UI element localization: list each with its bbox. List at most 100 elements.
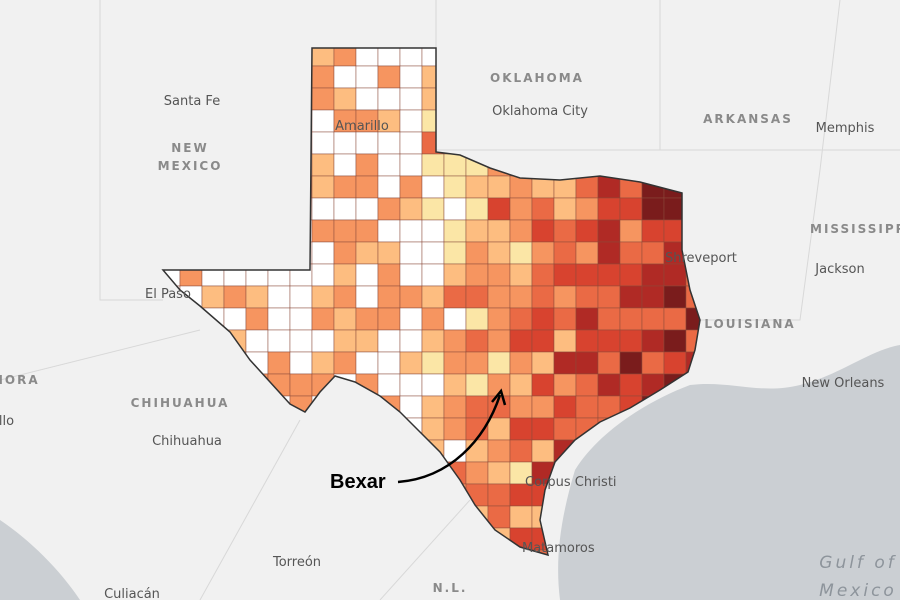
- texas-outline: [161, 47, 701, 557]
- county: [553, 197, 577, 221]
- state-label: CHIHUAHUA: [131, 396, 230, 410]
- county: [575, 307, 599, 331]
- county: [421, 153, 445, 177]
- county: [311, 285, 335, 309]
- county: [223, 285, 247, 309]
- state-label: MISSISSIPPI: [810, 222, 900, 236]
- county: [443, 373, 467, 397]
- county: [663, 263, 687, 287]
- county: [377, 175, 401, 199]
- county: [575, 373, 599, 397]
- county: [443, 395, 467, 419]
- county: [443, 417, 467, 441]
- county: [487, 461, 511, 485]
- county: [553, 395, 577, 419]
- county: [487, 351, 511, 375]
- city-label: Jackson: [814, 262, 864, 277]
- county: [641, 307, 665, 331]
- county: [531, 285, 555, 309]
- county: [377, 351, 401, 375]
- county: [223, 307, 247, 331]
- county: [619, 197, 643, 221]
- county: [619, 285, 643, 309]
- county: [333, 307, 357, 331]
- county: [377, 131, 401, 155]
- county: [333, 197, 357, 221]
- county: [421, 219, 445, 243]
- county: [289, 285, 313, 309]
- county: [597, 263, 621, 287]
- county: [333, 329, 357, 353]
- county: [487, 219, 511, 243]
- county: [509, 241, 533, 265]
- county: [377, 263, 401, 287]
- county: [663, 329, 687, 353]
- county: [597, 175, 621, 199]
- county: [399, 153, 423, 177]
- county: [399, 307, 423, 331]
- county: [575, 395, 599, 419]
- county: [399, 109, 423, 133]
- county: [245, 285, 269, 309]
- county: [465, 439, 489, 463]
- county: [509, 351, 533, 375]
- county: [311, 65, 335, 89]
- county: [641, 219, 665, 243]
- county: [377, 307, 401, 331]
- county: [355, 65, 379, 89]
- county: [509, 439, 533, 463]
- county: [355, 197, 379, 221]
- county: [377, 241, 401, 265]
- county: [597, 351, 621, 375]
- county: [333, 153, 357, 177]
- county: [311, 351, 335, 375]
- county: [311, 109, 335, 133]
- city-label: Torreón: [272, 555, 321, 570]
- county: [465, 461, 489, 485]
- county: [377, 329, 401, 353]
- county: [575, 197, 599, 221]
- city-label: Hermosillo: [0, 414, 14, 429]
- county: [531, 439, 555, 463]
- county: [399, 175, 423, 199]
- state-label: MEXICO: [158, 159, 223, 173]
- county: [487, 241, 511, 265]
- county: [443, 219, 467, 243]
- county: [311, 197, 335, 221]
- city-label: Chihuahua: [152, 434, 222, 449]
- county: [575, 175, 599, 199]
- county: [399, 131, 423, 155]
- state-label: N.L.: [433, 581, 468, 595]
- county: [355, 329, 379, 353]
- county: [531, 307, 555, 331]
- county: [575, 329, 599, 353]
- county: [311, 307, 335, 331]
- state-label: ARKANSAS: [703, 112, 793, 126]
- county: [553, 263, 577, 287]
- county: [509, 307, 533, 331]
- county: [289, 307, 313, 331]
- county: [575, 351, 599, 375]
- county: [641, 285, 665, 309]
- county: [487, 175, 511, 199]
- county: [377, 153, 401, 177]
- county: [619, 373, 643, 397]
- county: [553, 373, 577, 397]
- county: [553, 329, 577, 353]
- county: [377, 65, 401, 89]
- county: [443, 307, 467, 331]
- county: [487, 263, 511, 287]
- county: [597, 219, 621, 243]
- gulf-water: [558, 345, 900, 600]
- county: [355, 351, 379, 375]
- county: [311, 153, 335, 177]
- county: [575, 241, 599, 265]
- county: [333, 219, 357, 243]
- county: [487, 307, 511, 331]
- county: [465, 285, 489, 309]
- county: [487, 417, 511, 441]
- county: [619, 241, 643, 265]
- county: [289, 373, 313, 397]
- county: [597, 197, 621, 221]
